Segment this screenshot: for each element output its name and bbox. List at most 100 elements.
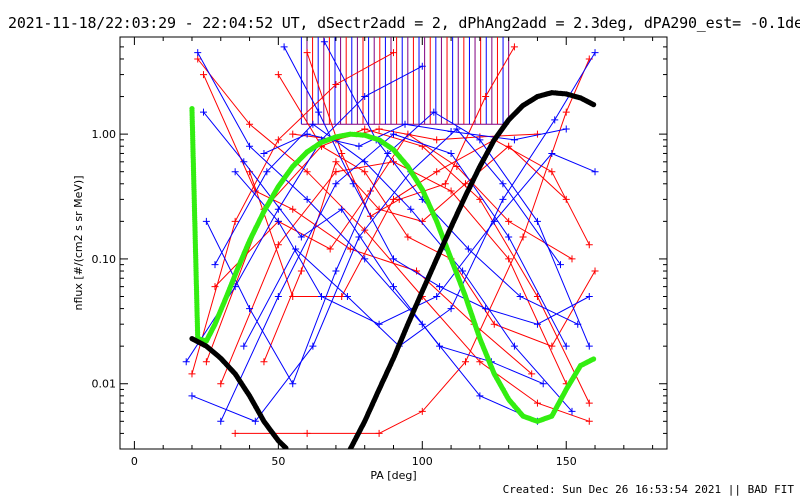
blue-point [568,407,576,415]
blue-point [418,62,426,70]
blue-point [585,293,593,301]
red-point [326,245,334,253]
red-point [433,136,441,144]
blue-series-line [323,41,579,325]
red-point [303,429,311,437]
blue-point [231,168,239,176]
red-series-line [263,145,567,362]
red-point [202,358,210,366]
red-point [211,283,219,291]
red-point [303,49,311,57]
blue-point [499,195,507,203]
black-model-point [283,445,289,449]
chart-axes: 0 50 100 150 0.01 0.10 1.00 PA [deg] nflux [#/(c… [72,36,667,482]
blue-point [447,127,455,135]
blue-point [240,158,248,166]
red-point [482,93,490,101]
red-point [289,130,297,138]
blue-point [361,158,369,166]
red-point [533,399,541,407]
blue-point [447,149,455,157]
blue-series-line [234,152,596,325]
red-point [476,358,484,366]
red-point [585,417,593,425]
red-point [404,233,412,241]
blue-point [246,305,254,313]
blue-point [361,93,369,101]
blue-series-line [185,65,423,363]
blue-point [562,342,570,350]
red-point [548,168,556,176]
x-tick-label: 100 [412,455,433,468]
red-point [562,108,570,116]
blue-point [289,380,297,388]
blue-point [246,142,254,150]
red-point [510,43,518,51]
red-point [528,370,536,378]
red-point [346,245,354,253]
blue-point [194,49,202,57]
blue-point [551,116,559,124]
blue-point [433,293,441,301]
red-point [418,407,426,415]
red-point [585,241,593,249]
blue-point [510,342,518,350]
blue-point [516,293,524,301]
blue-point [401,120,409,128]
red-point [274,241,282,249]
red-point [338,149,346,157]
blue-point [390,283,397,291]
red-point [231,217,239,225]
red-point [453,163,461,171]
blue-point [430,108,438,116]
blue-point [309,120,317,128]
blue-point [260,149,268,157]
blue-point [182,358,190,366]
x-tick-label: 150 [556,455,577,468]
red-point [260,358,268,366]
red-point [274,136,282,144]
blue-point [585,342,593,350]
red-point [447,187,455,195]
red-point [490,320,498,328]
red-point [375,125,383,133]
blue-point [591,168,599,176]
red-point [332,168,340,176]
blue-series-line [203,111,544,385]
red-point [461,358,469,366]
red-point [274,71,282,79]
x-tick-label: 0 [131,455,138,468]
blue-point [332,180,340,188]
y-tick-label: 1.00 [92,128,117,141]
red-point [568,255,576,263]
y-axis-label: nflux [#/(cm2 s sr MeV)] [72,176,85,311]
red-point [361,168,369,176]
blue-point [274,217,282,225]
red-point [562,195,570,203]
y-tick-label: 0.01 [92,378,117,391]
blue-point [320,38,328,46]
red-point [332,80,340,88]
blue-series-line [220,133,567,422]
red-point [361,125,369,133]
red-series-line [214,133,573,287]
red-point [289,205,297,213]
red-point [390,49,397,57]
blue-point [211,261,219,269]
blue-point [332,267,340,275]
blue-point [297,233,305,241]
blue-point [315,108,323,116]
blue-point [217,417,225,425]
blue-point [436,342,444,350]
blue-point [476,136,484,144]
red-point [585,399,593,407]
black-model-point [591,102,597,108]
blue-point [464,245,472,253]
blue-point [533,320,541,328]
red-point [246,120,254,128]
red-series-line [197,58,590,422]
blue-point [309,342,317,350]
blue-point [459,267,467,275]
blue-point [499,180,507,188]
